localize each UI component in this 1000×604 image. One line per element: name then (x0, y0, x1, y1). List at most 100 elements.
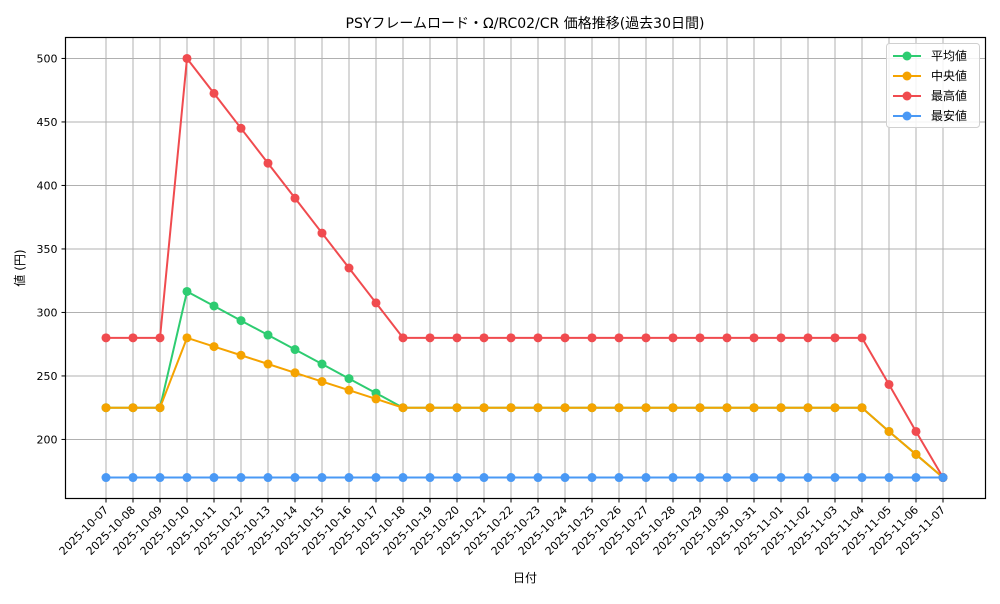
data-point (263, 473, 273, 483)
data-point (101, 473, 111, 483)
legend-marker-icon (902, 71, 912, 81)
data-point (911, 473, 921, 483)
legend-item: 平均値 (893, 48, 967, 63)
series-path (106, 336, 944, 479)
data-point (506, 473, 516, 483)
data-point (371, 473, 381, 483)
data-point (398, 333, 408, 343)
data-point (263, 359, 273, 369)
data-point (641, 333, 651, 343)
data-point (344, 263, 354, 273)
data-point (128, 333, 138, 343)
x-axis-label: 日付 (513, 571, 537, 585)
data-point (560, 333, 570, 343)
data-point (911, 426, 921, 436)
data-point (317, 228, 327, 238)
data-point (155, 473, 165, 483)
data-point (884, 426, 894, 436)
data-point (344, 374, 354, 384)
data-point (398, 473, 408, 483)
data-point (101, 333, 111, 343)
data-point (371, 298, 381, 308)
series-layer (101, 53, 948, 483)
y-tick-label: 350 (37, 243, 58, 256)
data-point (101, 403, 111, 413)
y-tick-label: 500 (37, 52, 58, 65)
data-point (479, 473, 489, 483)
series-line (101, 286, 948, 483)
data-point (236, 350, 246, 360)
data-point (776, 473, 786, 483)
legend-marker-icon (902, 91, 912, 101)
chart-title: PSYフレームロード・Ω/RC02/CR 価格推移(過去30日間) (346, 16, 705, 32)
data-point (533, 403, 543, 413)
data-point (803, 473, 813, 483)
data-point (695, 473, 705, 483)
data-point (749, 473, 759, 483)
data-point (479, 403, 489, 413)
legend-marker-icon (902, 51, 912, 61)
y-axis-label: 値 (円) (12, 249, 27, 286)
data-point (695, 403, 705, 413)
y-tick-label: 400 (37, 179, 58, 192)
data-point (425, 473, 435, 483)
data-point (317, 377, 327, 387)
data-point (830, 473, 840, 483)
y-tick-label: 450 (37, 116, 58, 129)
data-point (857, 333, 867, 343)
legend-item: 最高値 (893, 88, 967, 103)
data-point (344, 473, 354, 483)
data-point (776, 333, 786, 343)
data-point (182, 53, 192, 63)
data-point (641, 403, 651, 413)
y-tick-label: 200 (37, 433, 58, 446)
data-point (290, 193, 300, 203)
data-point (452, 403, 462, 413)
data-point (452, 473, 462, 483)
data-point (587, 333, 597, 343)
legend-item: 中央値 (893, 68, 967, 83)
data-point (884, 473, 894, 483)
data-point (236, 123, 246, 133)
data-point (182, 333, 192, 343)
series-line (101, 53, 948, 483)
data-point (938, 473, 948, 483)
data-point (155, 333, 165, 343)
data-point (830, 333, 840, 343)
legend-label: 平均値 (931, 48, 967, 63)
legend-item: 最安値 (893, 108, 967, 123)
x-axis: 2025-10-072025-10-082025-10-092025-10-10… (57, 498, 948, 558)
y-axis: 200 250 300 350 400 450 500 (37, 52, 66, 446)
data-point (857, 473, 867, 483)
data-point (722, 403, 732, 413)
data-point (587, 473, 597, 483)
legend-marker-icon (902, 111, 912, 121)
data-point (857, 403, 867, 413)
plot-frame (64, 36, 987, 500)
data-point (533, 333, 543, 343)
data-point (641, 473, 651, 483)
data-point (290, 473, 300, 483)
data-point (722, 473, 732, 483)
legend-label: 最安値 (931, 108, 967, 123)
data-point (614, 473, 624, 483)
y-tick-label: 300 (37, 306, 58, 319)
data-point (128, 473, 138, 483)
data-point (749, 333, 759, 343)
data-point (668, 333, 678, 343)
data-point (668, 403, 678, 413)
data-point (317, 473, 327, 483)
data-point (209, 88, 219, 98)
data-point (182, 473, 192, 483)
grid-lines (65, 37, 986, 499)
data-point (695, 333, 705, 343)
data-point (749, 403, 759, 413)
data-point (290, 368, 300, 378)
data-point (506, 333, 516, 343)
data-point (290, 345, 300, 355)
data-point (263, 330, 273, 340)
data-point (425, 333, 435, 343)
data-point (128, 403, 138, 413)
